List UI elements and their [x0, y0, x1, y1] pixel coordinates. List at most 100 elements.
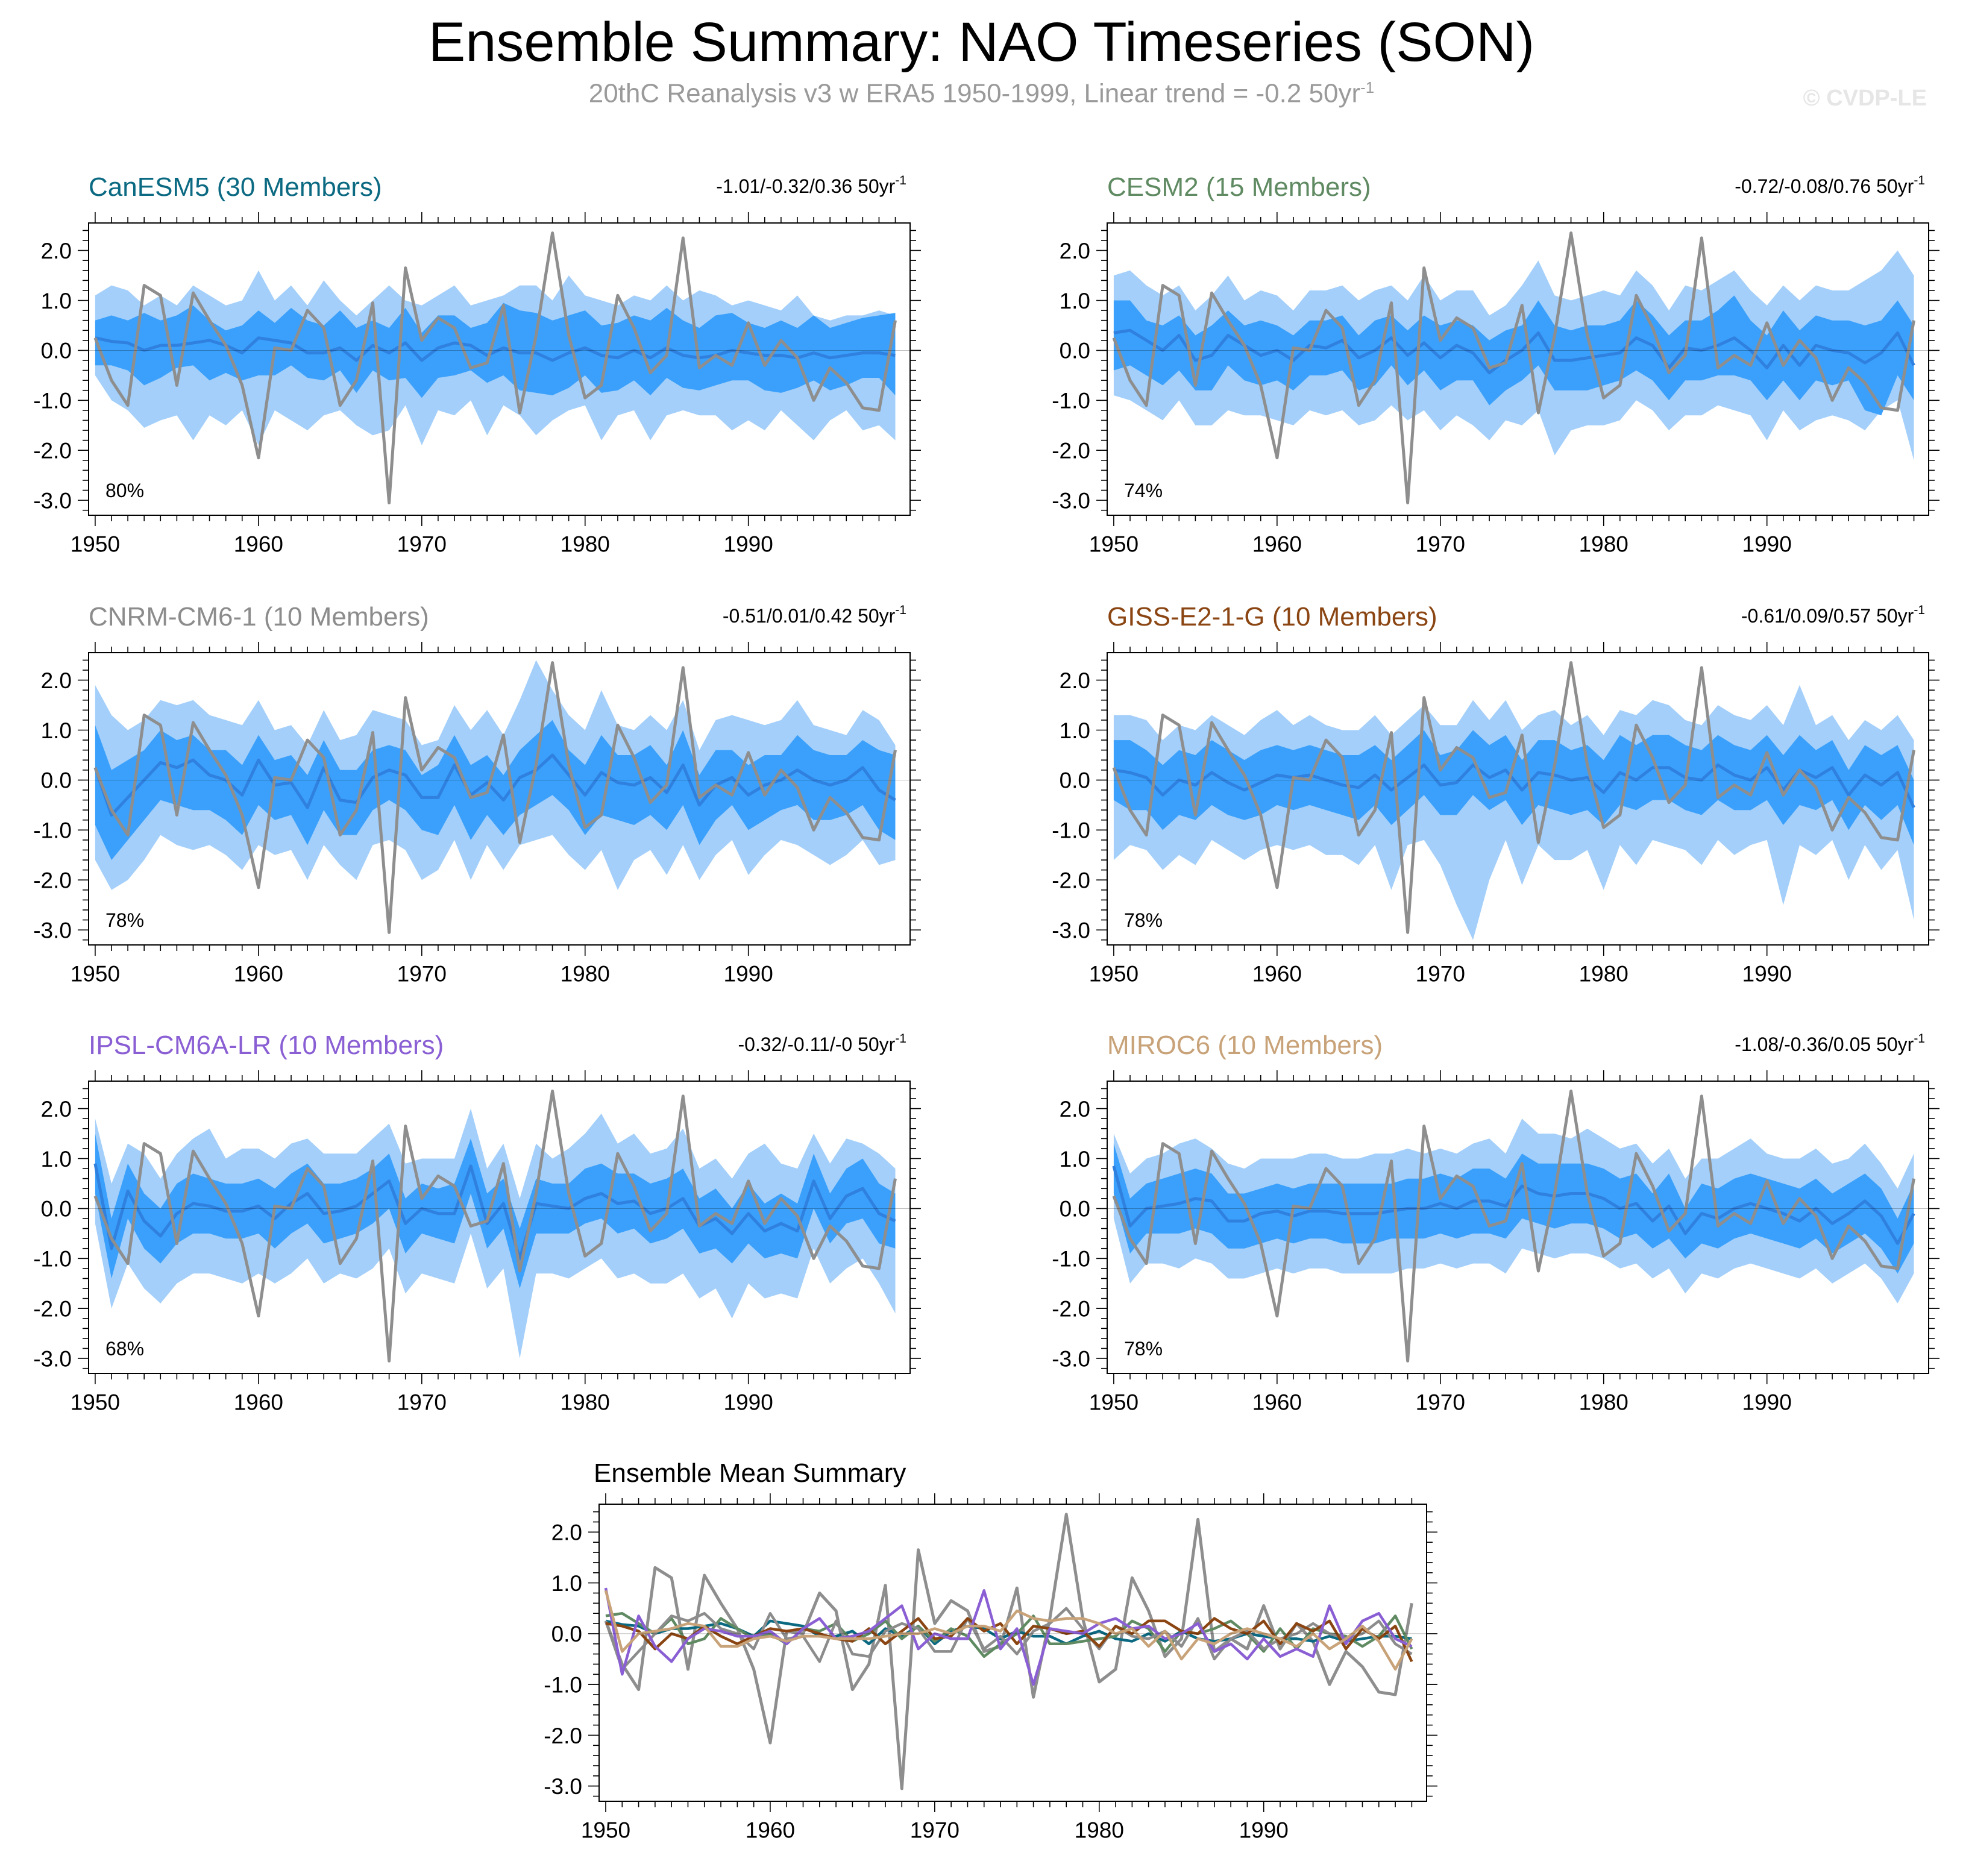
panel-3-percent-label: 78% — [105, 909, 144, 931]
panel-6-inner-band — [1113, 1143, 1914, 1274]
panel-3-xtick-label: 1950 — [71, 962, 120, 987]
panel-1-ytick-label: 0.0 — [41, 339, 72, 363]
panel-1-xtick-label: 1970 — [397, 532, 447, 557]
panel-2-xtick-label: 1970 — [1416, 532, 1465, 557]
panel-5-trend-value: -0.32/-0.11/-0 50yr — [738, 1034, 895, 1055]
panel-2-ytick-label: -3.0 — [1052, 488, 1090, 513]
panel-1-xtick-label: 1990 — [724, 532, 773, 557]
panel-2-ytick-label: 1.0 — [1060, 289, 1090, 313]
panel-1-ytick-label: -3.0 — [33, 488, 72, 513]
panel-3-ytick-label: 0.0 — [41, 768, 72, 793]
page-subtitle: 20thC Reanalysis v3 w ERA5 1950-1999, Li… — [0, 78, 1963, 109]
panel-4-xtick-label: 1990 — [1742, 962, 1792, 987]
panel-2-ytick-label: 0.0 — [1060, 339, 1090, 363]
panel-5-ytick-label: -2.0 — [33, 1297, 72, 1322]
panel-3-ytick-label: 1.0 — [41, 718, 72, 743]
panel-4-xtick-label: 1960 — [1252, 962, 1302, 987]
panel-5-trend-text: -0.32/-0.11/-0 50yr-1 — [738, 1032, 906, 1055]
panel-6-xtick-label: 1990 — [1742, 1390, 1792, 1415]
panel-1-axes: 2.0 1.0 0.0 -1.0 -2.0 -3.0 1950 1960 1970 1980 199… — [33, 212, 921, 557]
panel-1-observed-line — [93, 231, 897, 504]
panel-1-trend-sup: -1 — [895, 174, 906, 187]
subtitle-superscript: -1 — [1360, 78, 1375, 96]
panel-5-inner-band — [95, 1134, 896, 1289]
panel-2-xtick-label: 1990 — [1742, 532, 1792, 557]
panel-5-frame — [88, 1081, 911, 1374]
panel-2-trend-value: -0.72/-0.08/0.76 50yr — [1735, 175, 1914, 197]
panel-3-trend-sup: -1 — [895, 603, 906, 617]
panel-4-ytick-label: -1.0 — [1052, 818, 1090, 843]
panel-6-xtick-label: 1970 — [1416, 1390, 1465, 1415]
summary-ensemble-mean-line-6 — [604, 1590, 1413, 1671]
panel-5-trend-sup: -1 — [895, 1032, 906, 1046]
panel-2-trend-sup: -1 — [1914, 174, 1925, 187]
panel-6-xtick-label: 1980 — [1579, 1390, 1629, 1415]
page-title: Ensemble Summary: NAO Timeseries (SON) — [428, 11, 1535, 73]
panel-4-axes: 2.0 1.0 0.0 -1.0 -2.0 -3.0 1950 1960 1970 1980 199… — [1052, 642, 1939, 987]
panel-1-frame — [88, 222, 911, 516]
panel-1-xtick-label: 1980 — [561, 532, 610, 557]
panel-1-ytick-label: 1.0 — [41, 289, 72, 313]
panel-1-trend-text: -1.01/-0.32/0.36 50yr-1 — [716, 174, 906, 197]
panel-6-ytick-label: -2.0 — [1052, 1297, 1090, 1322]
panel-3-observed-line — [93, 661, 897, 934]
panel-6-ytick-label: -1.0 — [1052, 1247, 1090, 1272]
panel-1-trend-value: -1.01/-0.32/0.36 50yr — [716, 175, 895, 197]
panel-5-xtick-label: 1980 — [561, 1390, 610, 1415]
panel-4-percent-label: 78% — [1124, 909, 1163, 931]
summary-ensemble-mean-line-5 — [604, 1587, 1413, 1686]
panel-6-title: MIROC6 (10 Members) — [1107, 1031, 1383, 1060]
summary-frame — [598, 1504, 1427, 1802]
summary-title: Ensemble Mean Summary — [594, 1458, 906, 1488]
panel-5-xtick-label: 1950 — [71, 1390, 120, 1415]
panel-6-xtick-label: 1960 — [1252, 1390, 1302, 1415]
panel-3-trend-value: -0.51/0.01/0.42 50yr — [723, 605, 896, 627]
panel-6-axes: 2.0 1.0 0.0 -1.0 -2.0 -3.0 1950 1960 1970 1980 199… — [1052, 1070, 1939, 1415]
panel-6-ytick-label: -3.0 — [1052, 1346, 1090, 1371]
panel-4-trend-value: -0.61/0.09/0.57 50yr — [1741, 605, 1914, 627]
panel-2-observed-line — [1112, 231, 1915, 504]
panel-4-xtick-label: 1970 — [1416, 962, 1465, 987]
panel-3-xtick-label: 1970 — [397, 962, 447, 987]
panel-2-xtick-label: 1950 — [1089, 532, 1139, 557]
panel-2-xtick-label: 1980 — [1579, 532, 1629, 557]
panel-4-ytick-label: 2.0 — [1060, 668, 1090, 693]
summary-ensemble-mean-line-4 — [605, 1617, 1413, 1663]
panel-3-xtick-label: 1990 — [724, 962, 773, 987]
panel-3-axes: 2.0 1.0 0.0 -1.0 -2.0 -3.0 1950 1960 1970 1980 199… — [33, 642, 921, 987]
panel-3-ytick-label: -1.0 — [33, 818, 72, 843]
panel-3-title: CNRM-CM6-1 (10 Members) — [89, 602, 429, 632]
panel-3-xtick-label: 1960 — [234, 962, 283, 987]
panel-2-ensemble-mean-line — [1113, 328, 1915, 375]
panel-2-axes: 2.0 1.0 0.0 -1.0 -2.0 -3.0 1950 1960 1970 1980 199… — [1052, 212, 1939, 557]
panel-2-ytick-label: -1.0 — [1052, 389, 1090, 413]
panel-5-ytick-label: 0.0 — [41, 1197, 72, 1222]
panel-5-axes: 2.0 1.0 0.0 -1.0 -2.0 -3.0 1950 1960 1970 1980 199… — [33, 1070, 921, 1415]
panel-5-xtick-label: 1990 — [724, 1390, 773, 1415]
panel-3-ytick-label: -3.0 — [33, 918, 72, 943]
panel-2-ytick-label: -2.0 — [1052, 439, 1090, 463]
panel-6-trend-sup: -1 — [1914, 1032, 1925, 1046]
panel-5-xtick-label: 1960 — [234, 1390, 283, 1415]
panel-3-frame — [88, 652, 911, 946]
panel-3-trend-text: -0.51/0.01/0.42 50yr-1 — [723, 603, 906, 627]
subtitle-text: 20thC Reanalysis v3 w ERA5 1950-1999, Li… — [588, 78, 1361, 108]
summary-xtick-label: 1960 — [746, 1818, 795, 1843]
panel-4-ytick-label: -2.0 — [1052, 868, 1090, 893]
panel-6-trend-text: -1.08/-0.36/0.05 50yr-1 — [1735, 1032, 1925, 1055]
summary-ytick-label: 1.0 — [551, 1571, 582, 1596]
panel-5-xtick-label: 1970 — [397, 1390, 447, 1415]
summary-ytick-label: 2.0 — [551, 1520, 582, 1545]
panel-2-ytick-label: 2.0 — [1060, 239, 1090, 263]
panel-4-ytick-label: -3.0 — [1052, 918, 1090, 943]
panel-1-xtick-label: 1960 — [234, 532, 283, 557]
panel-1-ytick-label: 2.0 — [41, 239, 72, 263]
summary-ytick-label: 0.0 — [551, 1622, 582, 1646]
panel-2-frame — [1107, 222, 1929, 516]
panel-5-ytick-label: -1.0 — [33, 1247, 72, 1272]
panel-4-trend-sup: -1 — [1914, 603, 1925, 617]
panel-6-observed-line — [1112, 1090, 1915, 1363]
panel-6-ytick-label: 1.0 — [1060, 1147, 1090, 1172]
summary-xtick-label: 1980 — [1075, 1818, 1124, 1843]
